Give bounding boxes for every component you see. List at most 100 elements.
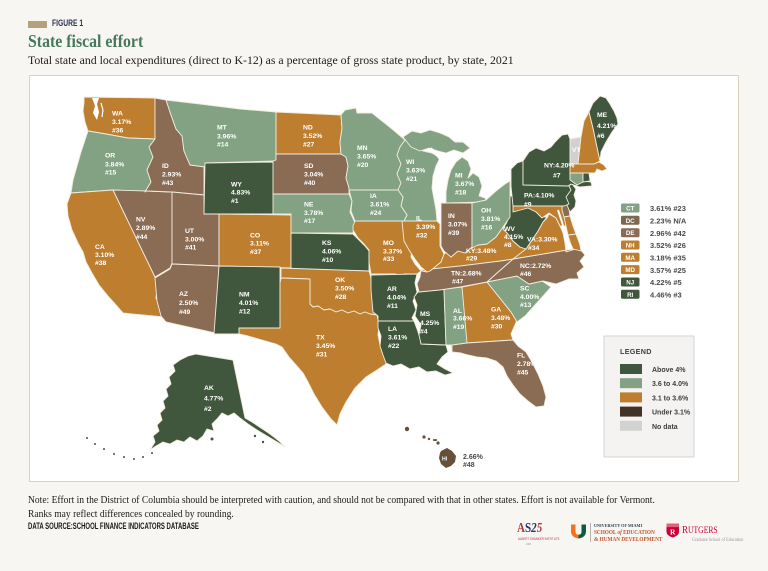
svg-text:#8: #8: [504, 242, 512, 249]
svg-text:#20: #20: [357, 162, 369, 169]
svg-text:2.66%: 2.66%: [463, 454, 484, 461]
svg-text:AZ: AZ: [179, 291, 188, 298]
svg-text:NJ: NJ: [626, 280, 634, 287]
svg-text:FL: FL: [517, 352, 525, 359]
svg-text:NM: NM: [239, 292, 250, 299]
svg-text:3.00%: 3.00%: [185, 236, 204, 243]
svg-text:#29: #29: [466, 256, 478, 263]
svg-text:3.1 to 3.6%: 3.1 to 3.6%: [652, 395, 689, 402]
svg-text:WY: WY: [231, 181, 242, 188]
svg-text:#14: #14: [217, 142, 229, 149]
svg-text:3.65%: 3.65%: [357, 153, 376, 160]
svg-text:3.11%: 3.11%: [250, 241, 269, 248]
svg-text:CO: CO: [250, 233, 260, 240]
svg-text:#49: #49: [179, 309, 191, 316]
svg-text:SC: SC: [520, 285, 530, 292]
svg-text:VA:3.30%: VA:3.30%: [527, 237, 557, 244]
svg-text:#21: #21: [406, 176, 418, 183]
svg-text:#19: #19: [453, 324, 465, 331]
svg-text:#16: #16: [481, 225, 493, 232]
svg-text:3.61%: 3.61%: [370, 201, 389, 208]
svg-text:NE: NE: [304, 201, 314, 208]
svg-text:#18: #18: [455, 190, 467, 197]
svg-text:#13: #13: [520, 302, 532, 309]
svg-text:3.67%: 3.67%: [455, 181, 474, 188]
svg-text:ME: ME: [597, 112, 608, 119]
svg-text:3.07%: 3.07%: [448, 222, 467, 229]
svg-text:ID: ID: [162, 163, 169, 170]
svg-text:MN: MN: [357, 145, 368, 152]
svg-text:4.06%: 4.06%: [322, 249, 341, 256]
svg-text:4.21%: 4.21%: [597, 123, 616, 130]
svg-text:#32: #32: [416, 232, 428, 239]
svg-text:NV: NV: [136, 216, 146, 223]
svg-text:AL: AL: [453, 308, 462, 315]
svg-text:SD: SD: [304, 163, 314, 170]
svg-text:4.83%: 4.83%: [231, 190, 250, 197]
svg-text:UT: UT: [185, 228, 195, 235]
svg-text:TX: TX: [316, 335, 325, 342]
svg-text:NC:2.72%: NC:2.72%: [520, 263, 551, 270]
svg-text:#9: #9: [524, 202, 532, 209]
svg-text:ND: ND: [303, 125, 313, 132]
svg-text:#6: #6: [597, 133, 605, 140]
svg-text:TN:2.68%: TN:2.68%: [451, 271, 482, 278]
svg-text:3.04%: 3.04%: [304, 172, 323, 179]
svg-text:#37: #37: [250, 249, 262, 256]
svg-text:KY:3.48%: KY:3.48%: [466, 248, 496, 255]
svg-text:IA: IA: [370, 193, 377, 200]
svg-text:#40: #40: [304, 180, 316, 187]
svg-text:VT: VT: [572, 147, 582, 154]
svg-text:Under 3.1%: Under 3.1%: [652, 410, 691, 417]
svg-text:WA: WA: [112, 111, 123, 118]
svg-text:DE: DE: [626, 230, 635, 237]
svg-text:#48: #48: [463, 462, 475, 469]
svg-text:2.78%: 2.78%: [517, 361, 536, 368]
svg-text:3.81%: 3.81%: [481, 216, 500, 223]
svg-text:3.50%: 3.50%: [335, 286, 354, 293]
svg-text:PA:4.10%: PA:4.10%: [524, 193, 554, 200]
svg-text:#17: #17: [304, 218, 316, 225]
svg-text:#2: #2: [204, 406, 212, 413]
svg-text:#41: #41: [185, 244, 197, 251]
svg-text:#30: #30: [491, 324, 503, 331]
svg-text:3.10%: 3.10%: [95, 252, 114, 259]
svg-text:NH: NH: [626, 243, 635, 250]
svg-text:#38: #38: [95, 260, 107, 267]
svg-text:Above 4%: Above 4%: [652, 367, 686, 374]
svg-text:4.25%: 4.25%: [420, 320, 439, 327]
svg-text:3.52% #26: 3.52% #26: [650, 241, 686, 250]
svg-text:LA: LA: [388, 326, 397, 333]
svg-text:3.17%: 3.17%: [112, 119, 131, 126]
svg-text:#46: #46: [520, 271, 532, 278]
svg-text:No data: No data: [652, 424, 678, 431]
svg-text:#4: #4: [420, 328, 428, 335]
svg-text:WV: WV: [504, 226, 515, 233]
svg-text:LEGEND: LEGEND: [620, 347, 652, 356]
svg-text:#33: #33: [383, 256, 395, 263]
svg-text:3.84%: 3.84%: [105, 161, 124, 168]
svg-text:IN: IN: [448, 213, 455, 220]
svg-text:3.66%: 3.66%: [453, 316, 472, 323]
svg-text:#7: #7: [553, 173, 561, 180]
svg-text:#1: #1: [231, 198, 239, 205]
svg-text:OH: OH: [481, 208, 491, 215]
svg-text:KS: KS: [322, 240, 332, 247]
svg-text:IL: IL: [416, 215, 422, 222]
svg-text:AR: AR: [387, 286, 397, 293]
svg-text:2.93%: 2.93%: [162, 171, 181, 178]
svg-text:3.45%: 3.45%: [316, 343, 335, 350]
svg-text:#43: #43: [162, 180, 174, 187]
svg-text:2.96% #42: 2.96% #42: [650, 229, 686, 238]
svg-text:3.61% #23: 3.61% #23: [650, 204, 686, 213]
svg-text:#10: #10: [322, 257, 334, 264]
svg-text:#47: #47: [452, 279, 464, 286]
svg-text:3.78%: 3.78%: [304, 210, 323, 217]
svg-text:3.52%: 3.52%: [303, 133, 322, 140]
svg-text:#36: #36: [112, 127, 124, 134]
svg-text:3.6 to 4.0%: 3.6 to 4.0%: [652, 381, 689, 388]
svg-text:GA: GA: [491, 307, 501, 314]
svg-text:3.48%: 3.48%: [491, 315, 510, 322]
svg-text:3.18% #35: 3.18% #35: [650, 253, 686, 262]
svg-text:CT: CT: [626, 206, 634, 213]
